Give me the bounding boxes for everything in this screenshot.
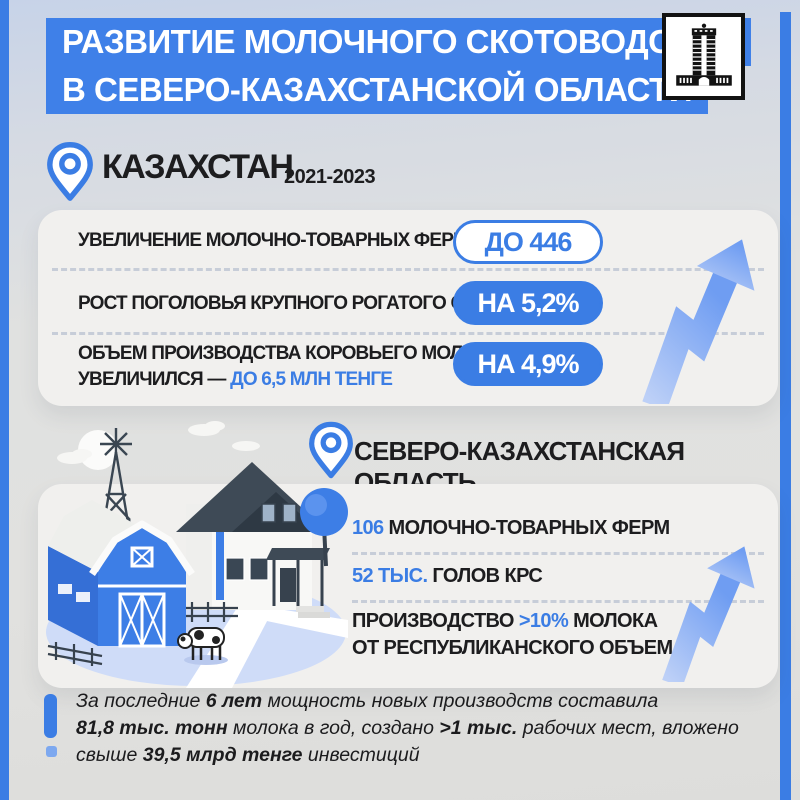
stat-badge-farms: ДО 446: [453, 220, 603, 264]
exclamation-dot-icon: [46, 746, 57, 757]
kazakhstan-stats-card: УВЕЛИЧЕНИЕ МОЛОЧНО-ТОВАРНЫХ ФЕРМ ДО 446 …: [38, 210, 778, 406]
stat-label-cattle: РОСТ ПОГОЛОВЬЯ КРУПНОГО РОГАТОГО СКОТА: [78, 293, 512, 314]
divider: [52, 332, 764, 335]
government-building-icon: [675, 23, 732, 86]
right-edge-strip: [780, 12, 791, 800]
stat-label-farms: УВЕЛИЧЕНИЕ МОЛОЧНО-ТОВАРНЫХ ФЕРМ: [78, 230, 469, 251]
stat-label-milk-volume: ОБЪЕМ ПРОИЗВОДСТВА КОРОВЬЕГО МОЛОКА УВЕЛ…: [78, 343, 501, 390]
kazakhstan-period: 2021-2023: [284, 166, 376, 188]
growth-arrow-icon: [662, 546, 755, 682]
stat-badge-cattle: НА 5,2%: [453, 281, 603, 325]
region-stat-production: ПРОИЗВОДСТВО >10% МОЛОКА ОТ РЕСПУБЛИКАНС…: [352, 610, 687, 659]
exclamation-mark-icon: [44, 694, 57, 738]
region-stat-farms: 106 МОЛОЧНО-ТОВАРНЫХ ФЕРМ: [352, 517, 670, 539]
location-pin-icon: [309, 421, 353, 479]
kazakhstan-title: КАЗАХСТАН: [102, 148, 294, 186]
page-title-line1: РАЗВИТИЕ МОЛОЧНОГО СКОТОВОДСТВА: [46, 18, 752, 66]
footer-summary-text: За последние 6 лет мощность новых произв…: [76, 690, 739, 766]
left-edge-strip: [0, 0, 9, 800]
farm-illustration: [44, 421, 348, 688]
growth-arrow-icon: [642, 239, 755, 404]
divider: [352, 600, 764, 603]
location-pin-icon: [47, 142, 93, 201]
divider: [52, 268, 764, 271]
region-stat-cattle: 52 ТЫС. ГОЛОВ КРС: [352, 565, 543, 587]
divider: [352, 552, 764, 555]
stat-badge-milk-volume: НА 4,9%: [453, 342, 603, 386]
cow-icon: [177, 627, 228, 665]
page-title-line2: В СЕВЕРО-КАЗАХСТАНСКОЙ ОБЛАСТИ: [46, 66, 709, 114]
logo-box: [662, 13, 745, 100]
